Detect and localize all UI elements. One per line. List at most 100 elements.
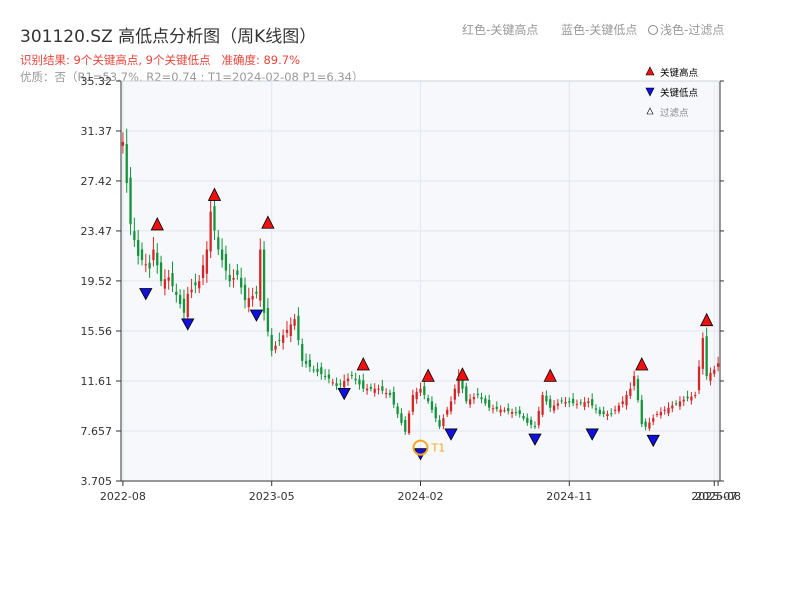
candle-body	[224, 253, 228, 271]
candle-body	[385, 392, 388, 395]
key-high-marker	[455, 367, 470, 381]
legend-low-icon	[645, 87, 655, 97]
candle-body	[583, 402, 586, 407]
candle-body	[144, 264, 147, 266]
candle-body	[503, 410, 506, 412]
candle-body	[705, 336, 708, 377]
y-tick-label: 11.61	[81, 375, 113, 388]
candle-body	[640, 400, 643, 425]
candle-body	[205, 249, 208, 274]
candle-body	[323, 375, 327, 377]
legend-high-icon	[645, 66, 655, 76]
key-high-marker	[635, 357, 649, 371]
legend-red-label: 红色-关键高点	[462, 23, 539, 37]
candle-body	[270, 334, 273, 351]
candle-body	[228, 275, 231, 282]
key-low-marker	[249, 309, 264, 322]
candle-body	[507, 408, 510, 412]
y-tick-label: 19.52	[81, 275, 113, 288]
candle-body	[636, 379, 640, 401]
candle-body	[434, 407, 437, 419]
key-high-marker	[699, 312, 714, 327]
candle-body	[274, 345, 277, 350]
candle-body	[644, 421, 647, 427]
candle-body	[625, 395, 628, 406]
candle-body	[686, 396, 689, 399]
candle-body	[610, 413, 613, 415]
candle-body	[339, 383, 342, 385]
candle-body	[488, 399, 491, 408]
candle-body	[697, 366, 701, 391]
candle-body	[209, 211, 212, 252]
candle-body	[533, 425, 537, 427]
candle-body	[606, 414, 609, 417]
candle-body	[667, 407, 670, 414]
candle-body	[617, 405, 621, 412]
candle-body	[716, 363, 720, 367]
candle-body	[304, 360, 308, 364]
legend-low-label: 关键低点	[660, 87, 699, 99]
candle-body	[587, 401, 590, 403]
candle-body	[602, 411, 605, 415]
candle-body	[457, 376, 460, 394]
candle-body	[568, 401, 571, 403]
key-low-marker	[139, 288, 153, 301]
candle-body	[301, 343, 304, 361]
candle-body	[121, 141, 125, 146]
candle-body	[362, 380, 365, 389]
candle-body	[178, 295, 182, 304]
x-tick-label: 2022-08	[100, 490, 146, 503]
candle-body	[510, 412, 514, 414]
key-low-marker	[528, 433, 542, 446]
y-tick-label: 27.42	[81, 175, 113, 188]
key-low-marker	[181, 318, 195, 331]
candle-body	[529, 419, 533, 425]
candle-body	[556, 403, 559, 406]
candle-body	[652, 418, 655, 422]
key-low-marker	[444, 428, 458, 441]
candle-body	[465, 386, 468, 402]
x-tick-label: 2023-05	[249, 490, 295, 503]
candle-body	[461, 376, 464, 389]
x-tick-label: 2024-02	[398, 490, 444, 503]
candle-body	[518, 410, 521, 415]
candle-body	[663, 409, 666, 411]
x-tick-label: 2025-07	[691, 490, 737, 503]
candle-body	[377, 388, 380, 390]
candle-body	[163, 279, 167, 289]
candle-body	[255, 291, 258, 294]
candle-body	[346, 378, 350, 382]
candle-body	[343, 381, 346, 388]
candle-body	[285, 329, 289, 333]
key-low-marker	[646, 434, 660, 448]
candle-body	[266, 308, 270, 332]
candle-body	[186, 293, 189, 318]
key-high-marker	[543, 368, 557, 382]
y-tick-label: 15.56	[81, 325, 113, 338]
candle-body	[171, 273, 174, 287]
candle-body	[133, 231, 136, 241]
candle-body	[182, 298, 186, 313]
candle-body	[709, 372, 712, 381]
candle-body	[564, 401, 567, 404]
candle-body	[198, 281, 201, 289]
key-high-marker	[261, 215, 275, 229]
key-low-marker	[585, 428, 599, 441]
candle-body	[278, 340, 281, 342]
key-high-marker	[150, 217, 164, 231]
legend-filter-icon	[646, 107, 654, 115]
candle-body	[690, 396, 693, 401]
candle-body	[312, 369, 315, 371]
candle-body	[365, 388, 369, 391]
candle-body	[148, 262, 151, 269]
candle-body	[594, 408, 598, 410]
candle-body	[694, 395, 697, 397]
candle-body	[381, 386, 384, 391]
candle-body	[175, 291, 178, 296]
candle-body	[713, 369, 716, 374]
candle-body	[629, 388, 632, 396]
candle-body	[453, 388, 456, 400]
candle-body	[194, 282, 197, 286]
key-high-marker	[421, 368, 435, 382]
candle-body	[480, 397, 483, 400]
